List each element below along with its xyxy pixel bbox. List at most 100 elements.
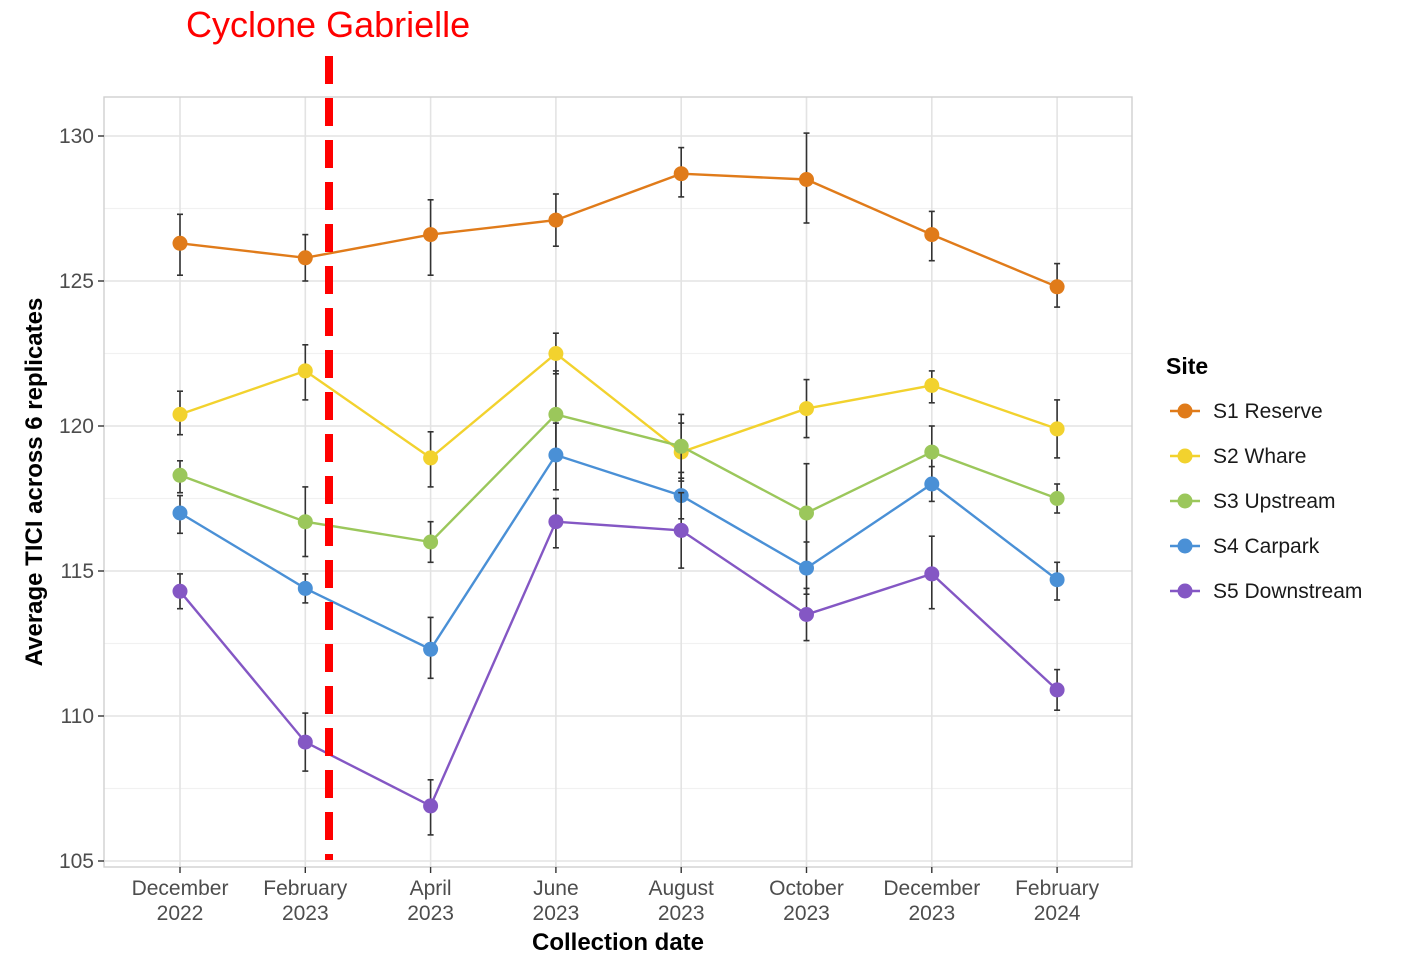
y-axis-ticks: 105 110 115 120 125 130 bbox=[59, 125, 104, 873]
data-point bbox=[924, 444, 940, 460]
legend-title: Site bbox=[1166, 353, 1208, 379]
x-tick-label-line: 2024 bbox=[1034, 902, 1081, 925]
y-tick-label: 115 bbox=[61, 560, 94, 583]
x-axis-title: Collection date bbox=[532, 929, 704, 954]
series-line bbox=[179, 453, 1058, 651]
data-point bbox=[548, 447, 564, 463]
legend-label: S4 Carpark bbox=[1213, 535, 1320, 558]
x-tick-label: June 2023 bbox=[533, 877, 580, 925]
legend-swatch-dot bbox=[1177, 493, 1193, 509]
data-point bbox=[799, 401, 814, 417]
data-point bbox=[799, 505, 814, 521]
data-point bbox=[673, 438, 689, 454]
data-point bbox=[297, 514, 313, 530]
y-tick-label: 125 bbox=[59, 270, 94, 293]
data-point bbox=[1049, 421, 1065, 437]
legend-swatch-dot bbox=[1177, 448, 1193, 464]
x-tick-label-line: October bbox=[769, 877, 844, 900]
y-tick-label: 120 bbox=[59, 415, 94, 438]
x-tick-label-line: 2023 bbox=[908, 902, 955, 925]
x-tick-label: October 2023 bbox=[769, 877, 844, 925]
legend-item: S1 Reserve bbox=[1170, 400, 1323, 423]
x-tick-label-line: April bbox=[410, 877, 452, 900]
data-point bbox=[1049, 279, 1065, 295]
x-tick-label-line: December bbox=[883, 877, 980, 900]
series-line bbox=[179, 351, 1058, 460]
series-s4-carpark bbox=[172, 422, 1065, 680]
x-tick-label: December 2022 bbox=[132, 877, 229, 925]
legend-item: S4 Carpark bbox=[1170, 535, 1320, 558]
x-tick-label: August 2023 bbox=[649, 877, 715, 925]
x-tick-label-line: February bbox=[1015, 877, 1100, 900]
x-tick-label: February 2024 bbox=[1015, 877, 1100, 925]
data-point bbox=[924, 377, 940, 393]
legend-swatch-dot bbox=[1177, 583, 1193, 599]
data-point bbox=[548, 406, 564, 422]
series-s5-downstream bbox=[172, 491, 1065, 836]
x-tick-label-line: 2023 bbox=[282, 902, 329, 925]
legend-swatch-dot bbox=[1177, 538, 1193, 554]
x-tick-label-line: 2023 bbox=[407, 902, 454, 925]
data-point bbox=[423, 798, 439, 814]
data-point bbox=[924, 566, 940, 582]
x-tick-label-line: December bbox=[132, 877, 229, 900]
data-point bbox=[423, 227, 439, 243]
x-tick-label-line: 2023 bbox=[783, 902, 830, 925]
x-tick-label-line: 2023 bbox=[533, 902, 580, 925]
legend-item: S5 Downstream bbox=[1170, 580, 1362, 603]
x-tick-label-line: 2022 bbox=[157, 902, 204, 925]
data-point bbox=[548, 514, 564, 530]
cyclone-annotation-label: Cyclone Gabrielle bbox=[186, 4, 471, 45]
data-point bbox=[673, 166, 689, 182]
legend-label: S2 Whare bbox=[1213, 445, 1306, 468]
data-point bbox=[423, 534, 439, 550]
data-point bbox=[172, 505, 188, 521]
x-tick-label-line: August bbox=[649, 877, 715, 900]
y-tick-label: 105 bbox=[59, 850, 94, 873]
legend-item: S2 Whare bbox=[1170, 445, 1306, 468]
data-point bbox=[172, 583, 188, 599]
legend-label: S5 Downstream bbox=[1213, 580, 1362, 603]
series-line bbox=[179, 520, 1058, 808]
data-point bbox=[548, 212, 564, 228]
grid-lines bbox=[104, 97, 1132, 867]
x-tick-label: December 2023 bbox=[883, 877, 980, 925]
legend-swatch-dot bbox=[1177, 403, 1193, 419]
data-point bbox=[924, 227, 940, 243]
x-tick-label-line: February bbox=[263, 877, 348, 900]
data-point bbox=[1049, 491, 1065, 506]
data-point bbox=[1049, 572, 1065, 588]
data-point bbox=[799, 172, 814, 187]
plot-panel-border bbox=[103, 96, 1133, 868]
data-point bbox=[297, 250, 313, 266]
data-point bbox=[799, 560, 814, 576]
x-tick-label: April 2023 bbox=[407, 877, 454, 925]
x-tick-label: February 2023 bbox=[263, 877, 348, 925]
data-point bbox=[172, 467, 188, 483]
data-point bbox=[673, 522, 689, 538]
data-point bbox=[172, 235, 188, 251]
series-group bbox=[172, 132, 1065, 836]
data-point bbox=[548, 346, 564, 361]
data-point bbox=[423, 450, 439, 466]
series-s2-whare bbox=[172, 332, 1065, 488]
series-line bbox=[179, 172, 1058, 288]
series-s1-reserve bbox=[172, 132, 1065, 308]
x-tick-label-line: 2023 bbox=[658, 902, 705, 925]
data-point bbox=[297, 363, 313, 379]
legend: Site S1 Reserve S2 Whare S3 Upstream S4 Car… bbox=[1166, 353, 1362, 603]
data-point bbox=[172, 406, 188, 422]
data-point bbox=[924, 476, 940, 492]
x-tick-label-line: June bbox=[533, 877, 579, 900]
y-tick-label: 130 bbox=[59, 125, 94, 148]
data-point bbox=[799, 607, 814, 622]
data-point bbox=[297, 580, 313, 596]
y-axis-title: Average TICI across 6 replicates bbox=[21, 298, 48, 667]
y-tick-label: 110 bbox=[61, 705, 94, 728]
legend-label: S1 Reserve bbox=[1213, 400, 1323, 423]
data-point bbox=[423, 641, 439, 657]
data-point bbox=[1049, 682, 1065, 698]
data-point bbox=[297, 734, 313, 750]
